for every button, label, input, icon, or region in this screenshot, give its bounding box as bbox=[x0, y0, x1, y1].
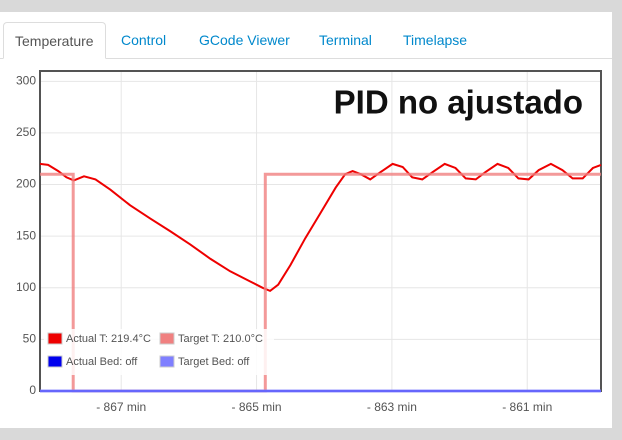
y-tick-label: 300 bbox=[16, 73, 36, 87]
legend-swatch bbox=[47, 355, 63, 368]
legend-label: Target Bed: off bbox=[178, 356, 250, 368]
annotation: PID no ajustado bbox=[334, 84, 583, 121]
y-tick-label: 200 bbox=[16, 177, 36, 191]
y-tick-label: 250 bbox=[16, 125, 36, 139]
tab[interactable]: GCode Viewer bbox=[199, 32, 290, 48]
legend-swatch bbox=[159, 355, 175, 368]
series-line bbox=[39, 162, 602, 293]
y-tick-label: 0 bbox=[29, 383, 36, 397]
tab-bar: Temperature Control GCode Viewer Terminal Ti… bbox=[0, 22, 612, 59]
tab[interactable]: Control bbox=[121, 32, 167, 48]
x-tick-label: - 865 min bbox=[232, 400, 282, 414]
legend-label: Target T: 210.0°C bbox=[178, 333, 263, 345]
x-tick-label: - 863 min bbox=[367, 400, 417, 414]
legend-label: Actual T: 219.4°C bbox=[66, 333, 151, 345]
y-tick-label: 150 bbox=[16, 228, 36, 242]
tab[interactable]: Temperature bbox=[3, 22, 106, 59]
x-tick-label: - 861 min bbox=[502, 400, 552, 414]
tab[interactable]: Timelapse bbox=[403, 32, 468, 48]
x-tick-label: - 867 min bbox=[96, 400, 146, 414]
legend-swatch bbox=[47, 332, 63, 345]
legend-background bbox=[44, 329, 274, 375]
legend-swatch bbox=[159, 332, 175, 345]
legend: Actual T: 219.4°C Target T: 210.0°C Actual… bbox=[44, 329, 274, 375]
y-tick-label: 100 bbox=[16, 280, 36, 294]
tab[interactable]: Terminal bbox=[319, 32, 372, 48]
legend-label: Actual Bed: off bbox=[66, 356, 138, 368]
y-tick-label: 50 bbox=[23, 332, 37, 346]
